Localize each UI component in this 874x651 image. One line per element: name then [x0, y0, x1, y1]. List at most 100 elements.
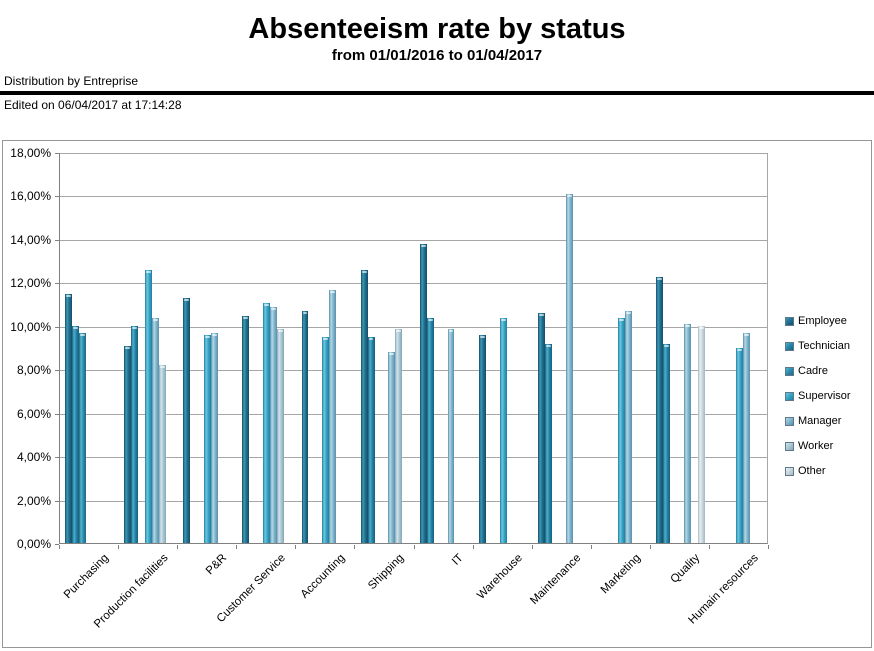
- x-axis-tick: [413, 545, 415, 549]
- bar-slot: [722, 153, 729, 543]
- bar-slot: [336, 153, 343, 543]
- bar-slot: [683, 153, 691, 543]
- x-axis-tick: [649, 545, 651, 549]
- bar-slot: [395, 153, 403, 543]
- y-axis-label: 8,00%: [16, 363, 51, 378]
- legend-label: Other: [798, 465, 826, 477]
- bar-slot: [514, 153, 521, 543]
- chart-legend: Employee Technician Cadre Supervisor Manager…: [785, 315, 851, 490]
- gridline: [60, 500, 767, 502]
- bar-employee-accounting: [301, 311, 309, 543]
- legend-item-worker: Worker: [785, 440, 851, 452]
- bar-slot: [343, 153, 350, 543]
- bar-slot: [750, 153, 757, 543]
- bar-slot: [308, 153, 315, 543]
- bar-slot: [93, 153, 100, 543]
- bar-slot: [580, 153, 587, 543]
- bar-supervisor-warehouse: [499, 317, 507, 543]
- bar-group-maintenance: [533, 153, 592, 543]
- y-axis-label: 12,00%: [10, 276, 51, 291]
- bar-slot: [166, 153, 173, 543]
- y-axis-tick: [55, 239, 59, 241]
- page-subtitle: from 01/01/2016 to 01/04/2017: [331, 47, 543, 64]
- bar-slot: [249, 153, 256, 543]
- bar-slot: [565, 153, 573, 543]
- gridline: [60, 153, 767, 154]
- x-axis-label-p-r: P&R: [203, 552, 230, 578]
- bar-cadre-purchasing: [79, 332, 87, 543]
- y-axis-label: 18,00%: [10, 146, 51, 160]
- bar-manager-accounting: [329, 289, 337, 543]
- bar-supervisor-marketing: [617, 317, 625, 543]
- x-axis-tick: [118, 545, 120, 549]
- x-axis-label-accounting: Accounting: [298, 552, 348, 601]
- bar-slot: [559, 153, 566, 543]
- gridline: [60, 413, 767, 415]
- bar-slot: [86, 153, 93, 543]
- bar-slot: [677, 153, 684, 543]
- bar-manager-maintenance: [565, 194, 573, 543]
- bar-slot: [552, 153, 559, 543]
- bar-slot: [639, 153, 646, 543]
- bar-slot: [617, 153, 625, 543]
- bar-worker-shipping: [395, 328, 403, 543]
- bar-slot: [204, 153, 212, 543]
- bar-slot: [301, 153, 309, 543]
- bar-slot: [441, 153, 448, 543]
- bar-group-humain-resources: [710, 153, 769, 543]
- bar-group-p-r: [178, 153, 237, 543]
- bar-technician-shipping: [367, 337, 375, 543]
- bar-group-warehouse: [474, 153, 533, 543]
- y-axis-label: 14,00%: [10, 232, 51, 247]
- legend-item-supervisor: Supervisor: [785, 390, 851, 402]
- bar-supervisor-accounting: [322, 337, 330, 543]
- bar-slot: [79, 153, 87, 543]
- y-axis-tick: [55, 196, 59, 198]
- x-axis-label-warehouse: Warehouse: [474, 552, 525, 602]
- legend-item-technician: Technician: [785, 340, 851, 352]
- legend-label: Supervisor: [798, 390, 851, 402]
- bar-employee-purchasing: [65, 293, 73, 543]
- bar-worker-production-facilities: [159, 365, 166, 543]
- bar-supervisor-p-r: [204, 335, 212, 543]
- legend-swatch-other-icon: [785, 466, 794, 476]
- bar-supervisor-production-facilities: [145, 270, 153, 543]
- y-axis-tick: [55, 413, 59, 415]
- bar-slot: [604, 153, 611, 543]
- bar-slot: [729, 153, 736, 543]
- bar-slot: [521, 153, 528, 543]
- bar-group-marketing: [592, 153, 651, 543]
- bar-slot: [197, 153, 204, 543]
- bar-slot: [277, 153, 285, 543]
- y-axis-tick: [55, 500, 59, 502]
- bar-technician-maintenance: [544, 343, 552, 543]
- x-axis-tick: [708, 545, 710, 549]
- bar-slot: [537, 153, 545, 543]
- bar-slot: [270, 153, 278, 543]
- bar-slot: [691, 153, 698, 543]
- page-title: Absenteeism rate by status: [248, 13, 626, 45]
- bar-employee-warehouse: [478, 335, 486, 543]
- bar-slot: [573, 153, 580, 543]
- bar-slot: [315, 153, 322, 543]
- bar-employee-maintenance: [537, 313, 545, 543]
- bar-slot: [670, 153, 677, 543]
- legend-swatch-worker-icon: [785, 441, 794, 451]
- bar-slot: [183, 153, 191, 543]
- x-axis-tick: [354, 545, 356, 549]
- gridline: [60, 370, 767, 372]
- bar-slot: [402, 153, 409, 543]
- bar-supervisor-humain-resources: [735, 348, 743, 543]
- bar-slot: [152, 153, 160, 543]
- x-axis-label-shipping: Shipping: [366, 552, 407, 593]
- bar-slot: [211, 153, 219, 543]
- gridline: [60, 239, 767, 241]
- bar-employee-it: [419, 244, 427, 543]
- bar-slot: [225, 153, 232, 543]
- bar-slot: [329, 153, 337, 543]
- bar-other-quality: [697, 326, 705, 543]
- bar-slot: [190, 153, 197, 543]
- legend-item-employee: Employee: [785, 315, 851, 327]
- bar-employee-shipping: [360, 270, 368, 543]
- bar-slot: [507, 153, 514, 543]
